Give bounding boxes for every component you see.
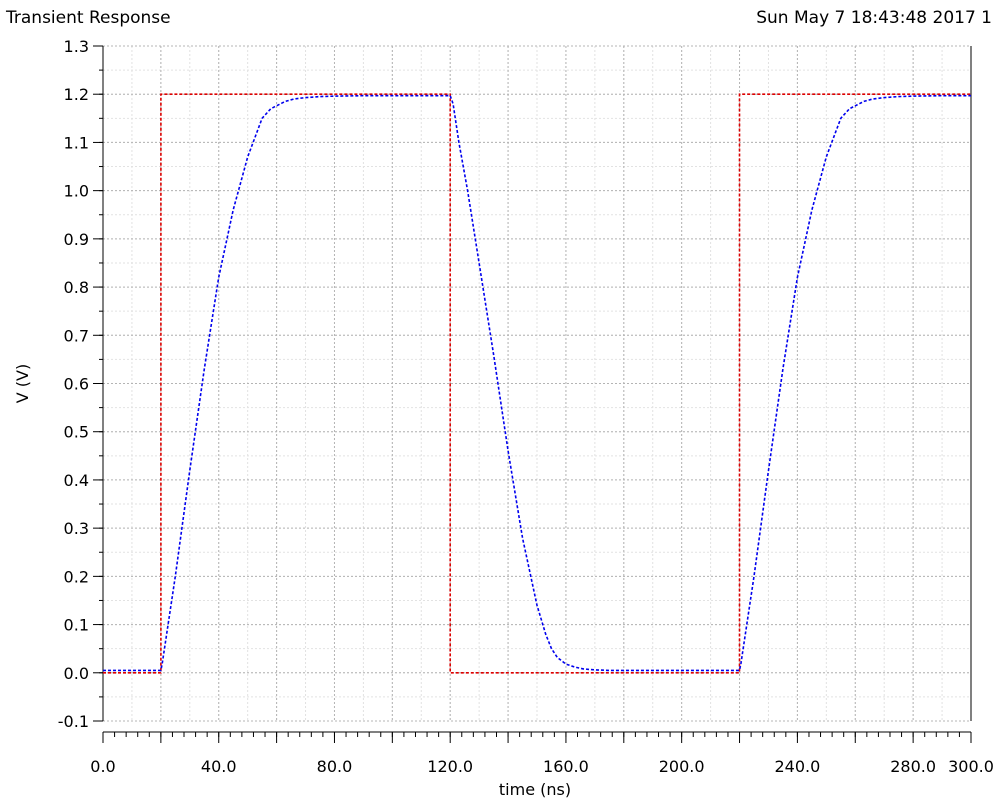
x-tick-label: 300.0 <box>948 757 994 776</box>
y-tick-label: 1.1 <box>64 133 89 152</box>
y-tick-label: 0.7 <box>64 326 89 345</box>
axes <box>93 45 972 743</box>
y-tick-label: -0.1 <box>58 712 89 731</box>
y-tick-label: 1.2 <box>64 85 89 104</box>
y-axis-label: V (V) <box>13 364 32 403</box>
x-tick-label: 40.0 <box>201 757 237 776</box>
y-tick-label: 0.4 <box>64 471 89 490</box>
y-tick-label: 0.8 <box>64 278 89 297</box>
x-tick-label: 0.0 <box>90 757 115 776</box>
y-tick-label: 0.5 <box>64 423 89 442</box>
y-tick-label: 1.3 <box>64 37 89 56</box>
chart-title: Transient Response <box>6 8 171 28</box>
series-layer <box>103 93 971 674</box>
y-tick-label: 0.9 <box>64 230 89 249</box>
y-tick-label: 0.1 <box>64 616 89 635</box>
y-tick-label: 1.0 <box>64 182 89 201</box>
y-tick-label: 0.0 <box>64 664 89 683</box>
x-tick-label: 80.0 <box>317 757 353 776</box>
x-tick-label: 280.0 <box>890 757 936 776</box>
grid <box>102 45 972 722</box>
series-line-2 <box>103 94 971 672</box>
tick-labels: -0.1 0.0 0.1 0.2 0.3 0.4 0.5 0.6 0.7 0.8 0.9 1.0 1.1… <box>58 37 994 776</box>
x-tick-label: 160.0 <box>543 757 589 776</box>
timestamp: Sun May 7 18:43:48 2017 1 <box>756 8 992 28</box>
x-tick-label: 120.0 <box>427 757 473 776</box>
y-tick-label: 0.3 <box>64 519 89 538</box>
y-tick-label: 0.6 <box>64 375 89 394</box>
y-tick-label: 0.2 <box>64 567 89 586</box>
x-axis-label: time (ns) <box>499 780 571 799</box>
x-tick-label: 240.0 <box>774 757 820 776</box>
x-tick-label: 200.0 <box>659 757 705 776</box>
series-line-1 <box>103 93 971 674</box>
